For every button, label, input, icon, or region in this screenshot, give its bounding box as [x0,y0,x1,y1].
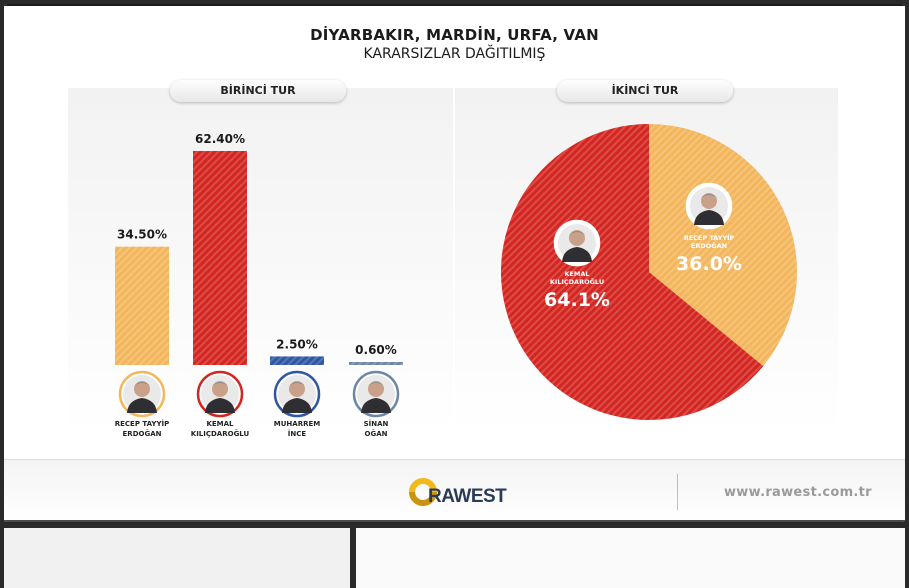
bar-hatch-3 [270,356,324,365]
pie-slice-name: KILIÇDAROĞLU [550,277,604,286]
bar-hatch-2 [193,151,247,365]
bar-category-label: KILIÇDAROĞLU [191,429,250,438]
bar-category-label: OĞAN [365,429,388,438]
pie-candidate-photo-2 [553,219,601,267]
pie-candidate-photo-1 [685,182,733,230]
bar-chart: 34.50%RECEP TAYYİPERDOĞAN62.40%KEMALKILI… [115,124,797,438]
pie-slice-hatch-2 [500,124,764,420]
bar-value-label: 0.60% [355,343,397,357]
pie-slice-name: RECEP TAYYİP [684,233,735,242]
bar-category-label: SİNAN [364,419,389,428]
bar-category-label: İNCE [288,429,307,438]
bar-value-label: 2.50% [276,337,318,351]
pie-slice-hatch-1 [649,124,797,367]
candidate-photo-3 [273,370,321,418]
bar-category-label: MUHARREM [274,420,320,428]
bar-category-label: KEMAL [206,420,234,428]
pie-slice-value: 64.1% [544,289,610,311]
pie-slice-value: 36.0% [676,253,742,275]
logo-text: RAWEST [428,486,507,507]
pie-slice-name: KEMAL [564,270,589,278]
first-round-label: BİRİNCİ TUR [170,80,346,102]
top-border [4,4,905,6]
background-panel-right [356,528,905,588]
bar-category-label: ERDOĞAN [123,429,162,438]
pie-slice-name: ERDOĞAN [691,241,727,250]
website-link[interactable]: www.rawest.com.tr [724,485,872,500]
logo-ring-icon [409,478,437,506]
bar-hatch-4 [349,362,403,365]
bar-value-label: 34.50% [117,228,167,242]
bar-category-label: RECEP TAYYİP [115,419,170,428]
background-panel-left [4,528,350,588]
candidate-photo-1 [118,370,166,418]
footer: RAWEST www.rawest.com.tr [4,459,905,522]
candidate-photo-4 [352,370,400,418]
footer-bottom-bar [4,520,905,522]
chart-title: DİYARBAKIR, MARDİN, URFA, VAN [310,26,599,44]
chart-subtitle: KARARSIZLAR DAĞITILMIŞ [363,46,546,62]
bar-hatch-1 [115,246,169,365]
second-round-label: İKİNCİ TUR [557,80,733,102]
bar-value-label: 62.40% [195,132,245,146]
candidate-photo-2 [196,370,244,418]
chart-card: DİYARBAKIR, MARDİN, URFA, VAN KARARSIZLA… [4,4,905,522]
rawest-logo: RAWEST [408,476,507,512]
footer-divider [677,474,678,510]
